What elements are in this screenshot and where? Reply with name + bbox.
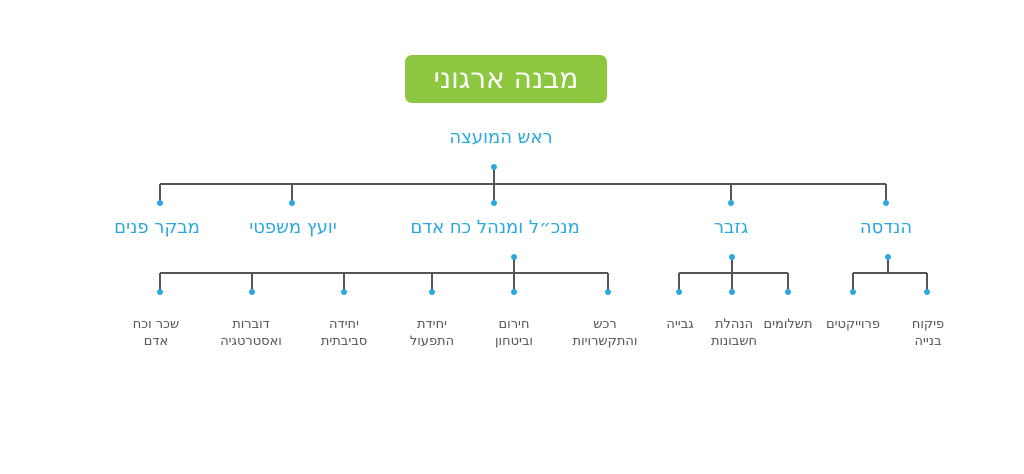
leaf-procurement: רכש והתקשרויות bbox=[572, 317, 638, 349]
leaf-environmental: יחידה סביבתית bbox=[320, 317, 368, 349]
leaf-building-inspection: פיקוח בנייה bbox=[911, 317, 945, 349]
leaf-payments: תשלומים bbox=[763, 317, 813, 332]
node-ceo-hr: מנכ״ל ומנהל כח אדם bbox=[410, 217, 580, 238]
node-internal-auditor: מבקר פנים bbox=[114, 217, 200, 238]
node-engineering: הנדסה bbox=[859, 217, 913, 238]
leaf-payroll-hr: שכר וכח אדם bbox=[132, 317, 180, 349]
node-legal-advisor: יועץ משפטי bbox=[249, 217, 337, 238]
chart-title: מבנה ארגוני bbox=[405, 55, 607, 103]
leaf-accounting: הנהלת חשבונות bbox=[710, 317, 758, 349]
leaf-emergency-security: חירום וביטחון bbox=[495, 317, 533, 349]
node-root: ראש המועצה bbox=[449, 127, 553, 148]
leaf-communications: דוברות ואסטרטגיה bbox=[220, 317, 282, 349]
node-treasurer: גזבר bbox=[713, 217, 749, 238]
connector-dots bbox=[157, 164, 930, 295]
leaf-operations: יחידת התפעול bbox=[409, 317, 455, 349]
leaf-collection: גבייה bbox=[666, 317, 694, 332]
leaf-projects: פרוייקטים bbox=[826, 317, 880, 332]
